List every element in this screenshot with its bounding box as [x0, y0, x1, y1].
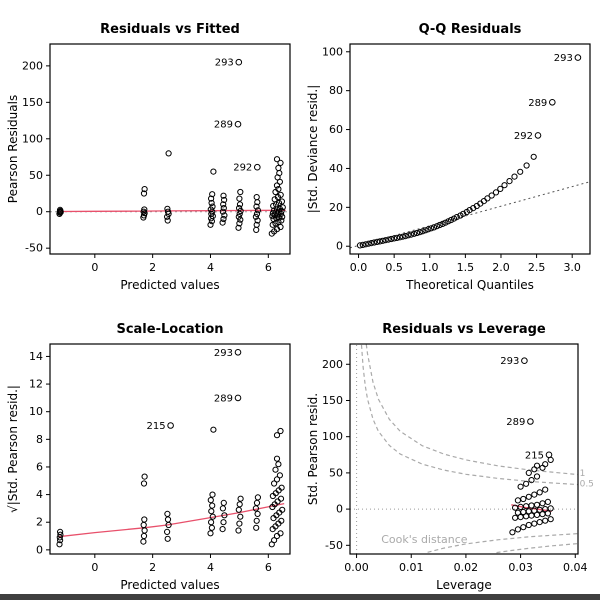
svg-text:289: 289 — [528, 98, 547, 109]
svg-text:200: 200 — [322, 358, 343, 371]
svg-text:50: 50 — [329, 466, 343, 479]
svg-text:6: 6 — [265, 561, 272, 574]
plot-scale-location: 293 289 215 0 2 4 6 0 2 4 6 8 10 12 14 — [29, 343, 291, 574]
svg-text:289: 289 — [214, 120, 233, 131]
panel-title: Scale-Location — [116, 322, 224, 337]
svg-text:0.00: 0.00 — [344, 561, 369, 574]
svg-text:0: 0 — [36, 543, 43, 556]
svg-text:150: 150 — [22, 96, 43, 109]
svg-text:-50: -50 — [25, 242, 43, 255]
svg-text:292: 292 — [514, 131, 533, 142]
svg-text:293: 293 — [500, 356, 519, 367]
svg-text:100: 100 — [322, 430, 343, 443]
svg-text:80: 80 — [329, 84, 343, 97]
x-axis-label: Leverage — [436, 578, 492, 592]
svg-text:4: 4 — [36, 488, 43, 501]
svg-text:100: 100 — [22, 132, 43, 145]
svg-text:10: 10 — [29, 405, 43, 418]
svg-text:215: 215 — [525, 450, 544, 461]
svg-text:0.5: 0.5 — [580, 480, 594, 490]
panel-scale-location: Scale-Location √|Std. Pearson resid.| Pr… — [0, 308, 300, 600]
plot-qq-residuals: 292 289 293 0.0 0.5 1.0 1.5 2.0 2.5 3.0 0 20 40 60 80 1… — [322, 43, 591, 274]
svg-text:0: 0 — [91, 561, 98, 574]
svg-text:2.0: 2.0 — [492, 261, 510, 274]
plot-residuals-vs-leverage: 293 289 215 Cook's distance 0.51 0.00 0.01 0.02… — [322, 343, 594, 574]
svg-text:289: 289 — [214, 393, 233, 404]
svg-text:50: 50 — [29, 169, 43, 182]
svg-text:8: 8 — [36, 433, 43, 446]
svg-text:289: 289 — [506, 417, 525, 428]
svg-text:20: 20 — [329, 201, 343, 214]
svg-text:293: 293 — [215, 58, 234, 69]
svg-text:0.04: 0.04 — [563, 561, 588, 574]
panel-residuals-vs-fitted: Residuals vs Fitted Pearson Residuals Pr… — [0, 8, 300, 308]
svg-text:-50: -50 — [325, 539, 343, 552]
svg-text:0: 0 — [336, 240, 343, 253]
svg-text:0.01: 0.01 — [399, 561, 424, 574]
svg-text:0.5: 0.5 — [385, 261, 403, 274]
svg-text:292: 292 — [233, 163, 252, 174]
svg-text:6: 6 — [265, 261, 272, 274]
svg-text:215: 215 — [147, 421, 166, 432]
svg-text:0: 0 — [91, 261, 98, 274]
svg-text:60: 60 — [329, 123, 343, 136]
svg-text:0.0: 0.0 — [350, 261, 368, 274]
svg-text:1: 1 — [580, 469, 586, 479]
svg-text:0: 0 — [336, 503, 343, 516]
svg-text:0.03: 0.03 — [508, 561, 533, 574]
svg-text:0.02: 0.02 — [454, 561, 479, 574]
svg-text:3.0: 3.0 — [563, 261, 581, 274]
svg-text:1.0: 1.0 — [421, 261, 439, 274]
svg-text:6: 6 — [36, 460, 43, 473]
panel-title: Residuals vs Leverage — [382, 322, 546, 337]
svg-text:293: 293 — [214, 348, 233, 359]
svg-text:2.5: 2.5 — [528, 261, 546, 274]
panel-residuals-vs-leverage: Residuals vs Leverage Std. Pearson resid… — [300, 308, 600, 600]
x-axis-label: Predicted values — [120, 278, 220, 292]
svg-text:40: 40 — [329, 162, 343, 175]
panel-qq-residuals: Q-Q Residuals |Std. Deviance resid.| The… — [300, 8, 600, 308]
svg-text:2: 2 — [149, 561, 156, 574]
svg-text:Cook's distance: Cook's distance — [381, 533, 468, 546]
svg-text:4: 4 — [207, 561, 214, 574]
svg-text:150: 150 — [322, 394, 343, 407]
x-axis-label: Predicted values — [120, 578, 220, 592]
svg-text:200: 200 — [22, 59, 43, 72]
x-axis-label: Theoretical Quantiles — [406, 278, 534, 292]
svg-text:293: 293 — [554, 53, 573, 64]
svg-text:2: 2 — [36, 516, 43, 529]
svg-text:1.5: 1.5 — [457, 261, 475, 274]
panel-title: Residuals vs Fitted — [100, 22, 240, 37]
plot-residuals-vs-fitted: 293 289 292 0 2 4 6 -50 0 50 100 150 200 — [22, 43, 291, 274]
svg-text:12: 12 — [29, 378, 43, 391]
svg-text:4: 4 — [207, 261, 214, 274]
svg-text:100: 100 — [322, 45, 343, 58]
svg-text:0: 0 — [36, 205, 43, 218]
svg-text:14: 14 — [29, 350, 43, 363]
panel-title: Q-Q Residuals — [418, 22, 522, 37]
svg-text:2: 2 — [149, 261, 156, 274]
window-bottom-edge — [0, 594, 600, 600]
